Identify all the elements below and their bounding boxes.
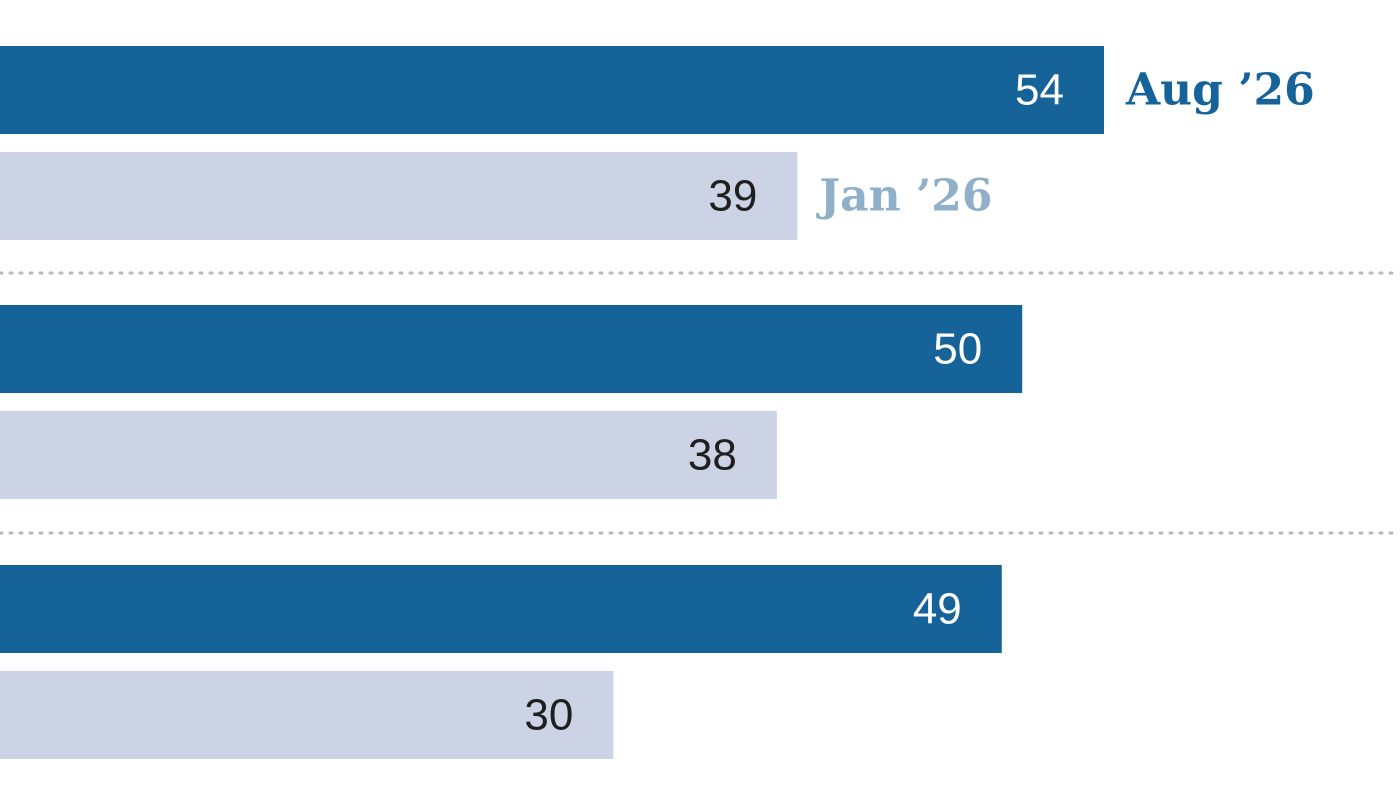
value-label-group2-series1: 50	[933, 325, 982, 374]
series-label-1: Aug ’26	[1125, 65, 1315, 116]
bar-group3-series2	[0, 671, 614, 759]
bar-group3-series1	[0, 565, 1002, 653]
bar-group1-series1	[0, 46, 1104, 134]
bars-layer	[0, 46, 1104, 759]
bar-group1-series2	[0, 152, 798, 240]
value-label-group1-series1: 54	[1015, 66, 1064, 115]
group-dividers-layer	[0, 271, 1400, 535]
bar-group2-series2	[0, 411, 777, 499]
value-labels-layer: 54 39 50 38 49 30	[524, 66, 1064, 740]
bar-group2-series1	[0, 305, 1023, 393]
value-label-group1-series2: 39	[708, 172, 757, 221]
series-label-2: Jan ’26	[815, 171, 992, 222]
value-label-group3-series2: 30	[524, 691, 573, 740]
value-label-group3-series1: 49	[913, 585, 962, 634]
series-labels-layer: Aug ’26 Jan ’26	[815, 65, 1314, 222]
value-label-group2-series2: 38	[688, 431, 737, 480]
